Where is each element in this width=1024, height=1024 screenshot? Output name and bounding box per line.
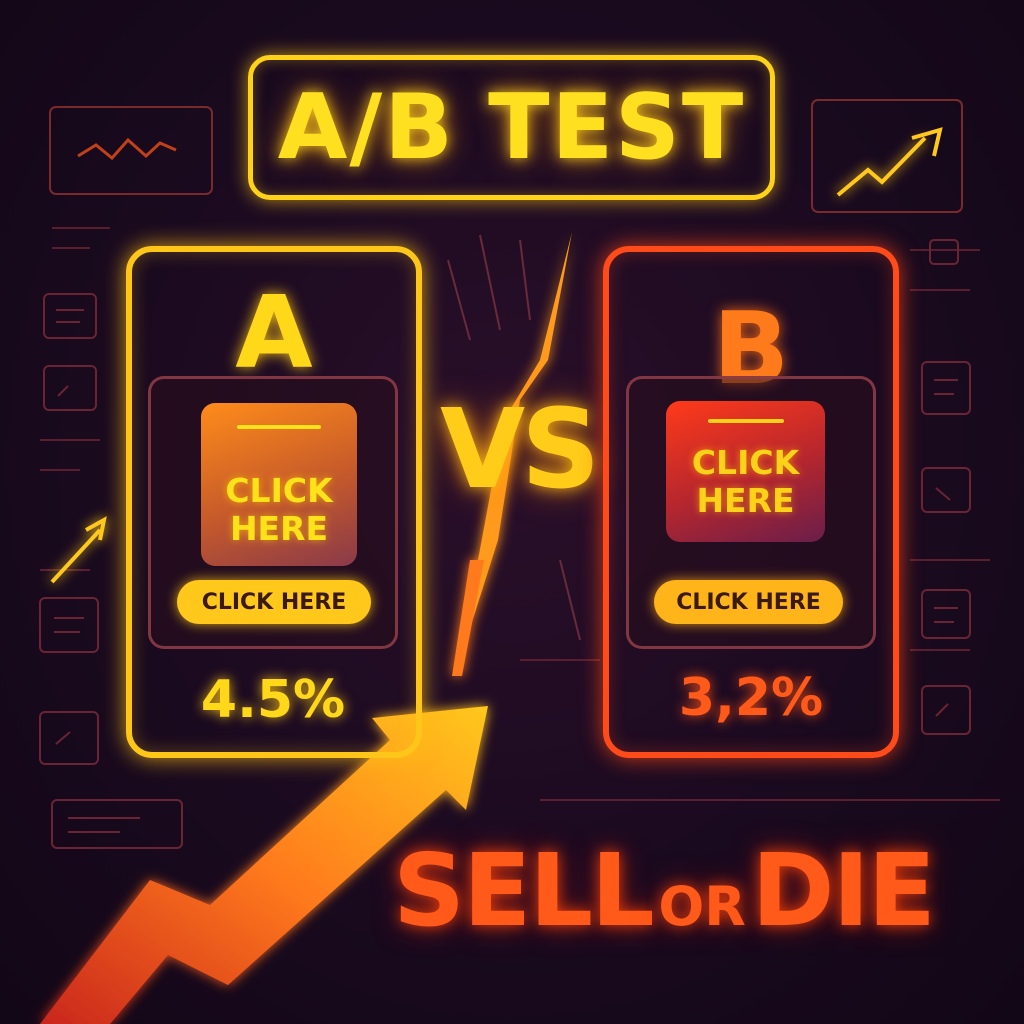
tagline-sell: SELL xyxy=(393,832,655,949)
tagline-die: DIE xyxy=(751,832,936,949)
variant-a-image-cta-line2: HERE xyxy=(229,508,329,548)
document-icon xyxy=(39,239,971,849)
variant-a-button[interactable]: CLICK HERE xyxy=(177,580,371,624)
line-chart-icon xyxy=(49,106,213,195)
variant-a-image-cta-line1: CLICK xyxy=(225,470,333,510)
growth-arrow-icon xyxy=(40,706,488,1024)
variant-a-card: A xyxy=(126,246,422,758)
variant-b-conversion-rate: 3,2% xyxy=(678,668,824,728)
trend-up-arrow-icon xyxy=(50,516,107,584)
tagline: SELL OR DIE xyxy=(393,832,936,949)
variant-b-button[interactable]: CLICK HERE xyxy=(654,580,843,624)
tagline-or: OR xyxy=(658,875,746,938)
trend-up-chart-icon xyxy=(811,99,963,213)
variant-b-image-cta-line2: HERE xyxy=(696,480,795,520)
variant-a-image-cta: CLICK HERE xyxy=(201,403,357,566)
lightning-divider-icon xyxy=(452,232,572,676)
vs-label: VS xyxy=(440,385,600,513)
page-title: A/B TEST xyxy=(277,75,746,180)
variant-a-conversion-rate: 4.5% xyxy=(200,670,346,730)
variant-b-image-cta: CLICK HERE xyxy=(666,401,825,542)
variant-a-letter: A xyxy=(235,274,313,391)
title-frame: A/B TEST xyxy=(248,55,775,200)
variant-b-image-cta-line1: CLICK xyxy=(691,442,800,482)
